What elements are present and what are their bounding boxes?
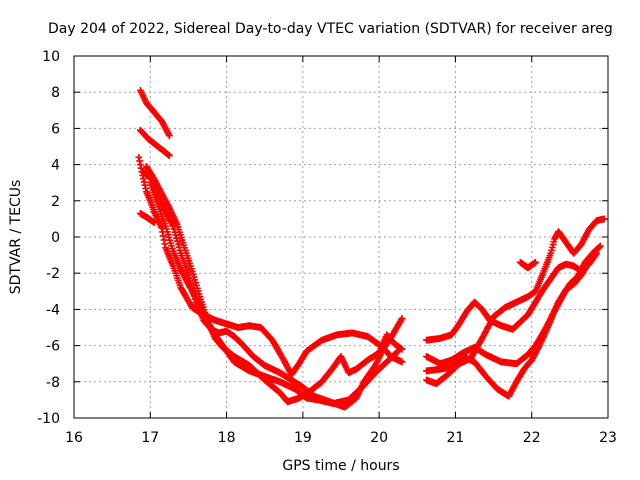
chart-title: Day 204 of 2022, Sidereal Day-to-day VTE…	[48, 21, 613, 37]
x-tick-label: 18	[218, 430, 236, 446]
data-point	[394, 347, 402, 355]
y-axis-label: SDTVAR / TECUs	[8, 180, 24, 295]
data-point	[393, 348, 401, 356]
series-track-a	[136, 86, 173, 140]
series-track-g	[146, 179, 402, 407]
x-tick-label: 16	[65, 430, 83, 446]
data-point	[596, 243, 603, 251]
y-tick-label: 10	[42, 49, 60, 65]
y-tick-label: 8	[51, 85, 60, 101]
y-tick-label: -2	[46, 266, 60, 282]
series-track-k	[423, 215, 608, 388]
x-tick-label: 19	[294, 430, 312, 446]
data-point	[596, 242, 604, 250]
data-point	[165, 152, 173, 159]
axis-ticks: 16 17 18 19 20 21 22 23 -10 -8 -6 -4 -2 0 2 4 6 8 10	[37, 49, 617, 446]
y-tick-label: -8	[46, 375, 60, 391]
y-tick-label: 2	[51, 194, 60, 210]
x-tick-label: 17	[141, 430, 159, 446]
x-tick-label: 20	[370, 430, 388, 446]
data-point	[398, 315, 406, 322]
data-markers	[135, 86, 608, 411]
data-point	[398, 345, 406, 353]
y-tick-label: 6	[51, 121, 60, 137]
data-point	[600, 215, 608, 223]
data-point	[532, 258, 539, 266]
series-track-b	[136, 126, 173, 159]
gridlines	[74, 56, 608, 418]
y-tick-label: -10	[37, 411, 60, 427]
x-axis-label: GPS time / hours	[282, 458, 399, 474]
y-tick-label: 0	[51, 230, 60, 246]
data-point	[398, 358, 406, 366]
x-tick-label: 22	[523, 430, 541, 446]
x-tick-label: 23	[599, 430, 617, 446]
data-point	[165, 132, 173, 140]
series-track-l	[516, 258, 539, 272]
x-tick-label: 21	[447, 430, 465, 446]
y-tick-label: -6	[46, 339, 60, 355]
y-tick-label: -4	[46, 302, 60, 318]
plot-frame	[73, 55, 609, 419]
y-tick-label: 4	[51, 158, 60, 174]
